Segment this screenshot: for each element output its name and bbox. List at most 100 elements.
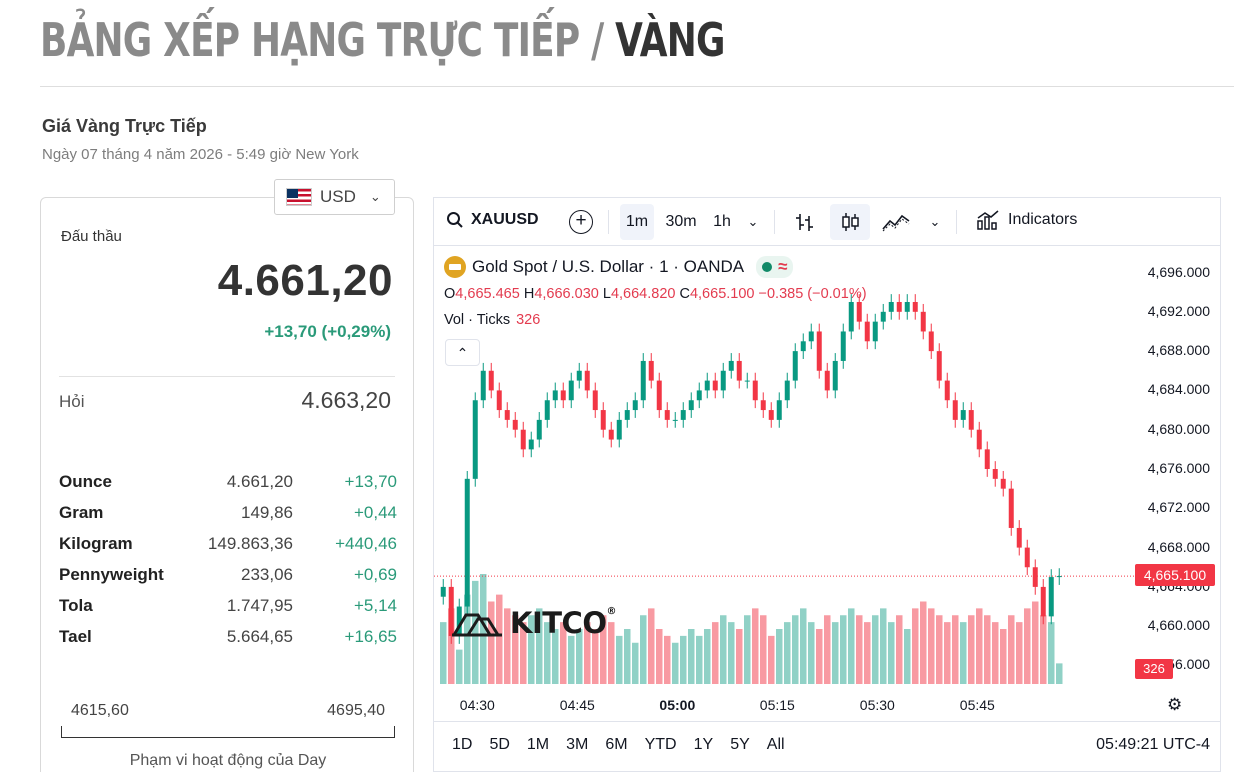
day-range-high: 4695,40: [327, 702, 385, 719]
candle: [768, 402, 774, 428]
volume-bar: [728, 622, 735, 684]
volume-bar: [944, 622, 951, 684]
candle: [640, 353, 646, 409]
indicators-label: Indicators: [1008, 211, 1078, 228]
candle: [976, 421, 982, 458]
range-3m-button[interactable]: 3M: [566, 736, 589, 753]
volume-bar: [968, 615, 975, 684]
candle: [864, 313, 870, 350]
close-value: 4,665.100: [689, 286, 755, 302]
volume-bar: [672, 642, 679, 684]
page-title: BẢNG XẾP HẠNG TRỰC TIẾP / VÀNG: [40, 8, 725, 72]
volume-bar: [600, 615, 607, 684]
volume-bar: [952, 615, 959, 684]
market-open-dot-icon: [762, 262, 773, 272]
volume-bar: [704, 629, 711, 684]
volume-bar: [920, 601, 927, 684]
chart-clock[interactable]: 05:49:21 UTC-4: [1096, 736, 1210, 753]
candle: [544, 392, 550, 428]
range-5d-button[interactable]: 5D: [489, 736, 510, 753]
volume-bar: [848, 608, 855, 684]
range-1y-button[interactable]: 1Y: [693, 736, 714, 753]
volume-bar: [496, 594, 503, 684]
price-tick-label: 4,668.000: [1147, 538, 1210, 555]
volume-bar: [776, 629, 783, 684]
range-all-button[interactable]: All: [766, 736, 785, 753]
candle: [760, 392, 766, 418]
volume-bar: [880, 608, 887, 684]
current-price-badge: 4,665.100: [1135, 564, 1215, 586]
candle: [824, 362, 830, 399]
candle: [752, 372, 758, 409]
range-5y-button[interactable]: 5Y: [730, 736, 750, 753]
unit-row: Pennyweight 233,06 +0,69: [59, 559, 397, 590]
unit-price: 149,86: [241, 502, 293, 522]
candle: [928, 323, 934, 359]
ask-label: Hỏi: [59, 392, 85, 411]
candle: [592, 382, 598, 418]
candle: [624, 402, 630, 428]
chart-style-chevron-icon[interactable]: ⌄: [929, 214, 941, 229]
candle: [1016, 520, 1022, 556]
candle: [664, 402, 670, 428]
volume-bar: [680, 635, 687, 684]
bid-change: +13,70 (+0,29%): [264, 322, 391, 341]
bars-style-icon[interactable]: [786, 204, 822, 240]
interval-1m-button[interactable]: 1m: [620, 204, 654, 240]
day-range-caption: Phạm vi hoạt động của Day: [129, 752, 327, 769]
volume-bar: [472, 580, 479, 684]
price-tick-label: 4,672.000: [1147, 499, 1210, 516]
candle: [672, 412, 678, 428]
unit-row: Kilogram 149.863,36 +440,46: [59, 528, 397, 559]
candle: [520, 421, 526, 458]
change-value: −0.385 (−0.01%): [758, 286, 867, 302]
unit-change: +13,70: [344, 471, 397, 491]
interval-30m-button[interactable]: 30m: [665, 213, 697, 230]
candle: [464, 470, 470, 615]
symbol-search[interactable]: XAUUSD: [446, 211, 539, 229]
interval-1h-button[interactable]: 1h: [713, 213, 731, 230]
candles-style-icon[interactable]: [830, 204, 870, 240]
area-style-icon[interactable]: [878, 204, 914, 240]
volume-bar: [768, 635, 775, 684]
candle: [480, 362, 486, 409]
volume-bar: [712, 622, 719, 684]
range-1d-button[interactable]: 1D: [452, 736, 473, 753]
indicators-button[interactable]: Indicators: [976, 209, 1077, 231]
candle: [1024, 539, 1030, 576]
day-range-bar: [61, 726, 395, 738]
candle: [808, 323, 814, 350]
currency-select[interactable]: USD ⌄: [274, 179, 395, 215]
ask-value: 4.663,20: [301, 387, 391, 413]
candle: [840, 323, 846, 369]
candle: [784, 372, 790, 409]
time-axis[interactable]: 04:30 04:45 05:00 05:15 05:30 05:45: [434, 693, 1134, 719]
page-title-prefix: BẢNG XẾP HẠNG TRỰC TIẾP /: [40, 13, 616, 67]
range-1m-button[interactable]: 1M: [526, 736, 550, 753]
chart-settings-icon[interactable]: ⚙: [1167, 695, 1183, 714]
collapse-legend-button[interactable]: ⌃: [445, 339, 480, 366]
volume-bar: [1024, 608, 1031, 684]
volume-bar: [832, 622, 839, 684]
toolbar-divider: [608, 210, 609, 234]
price-axis[interactable]: 4,696.000 4,692.000 4,688.000 4,684.000 4,68…: [1134, 246, 1220, 721]
candle: [992, 461, 998, 487]
candlestick-chart[interactable]: [434, 246, 1134, 693]
us-flag-icon: [286, 188, 312, 206]
range-6m-button[interactable]: 6M: [605, 736, 628, 753]
range-ytd-button[interactable]: YTD: [644, 736, 677, 753]
symbol-label: XAUUSD: [471, 211, 539, 228]
candle: [632, 392, 638, 418]
candle: [984, 441, 990, 477]
toolbar-divider: [956, 210, 957, 234]
high-value: 4,666.030: [534, 286, 599, 302]
candle: [800, 333, 806, 359]
bid-label: Đấu thầu: [61, 228, 122, 245]
candle: [616, 412, 622, 448]
volume-bar: [1032, 601, 1039, 684]
candle: [968, 402, 974, 438]
compare-plus-icon[interactable]: +: [569, 210, 593, 234]
candle: [776, 392, 782, 428]
candle: [504, 402, 510, 428]
interval-chevron-icon[interactable]: ⌄: [747, 214, 759, 229]
